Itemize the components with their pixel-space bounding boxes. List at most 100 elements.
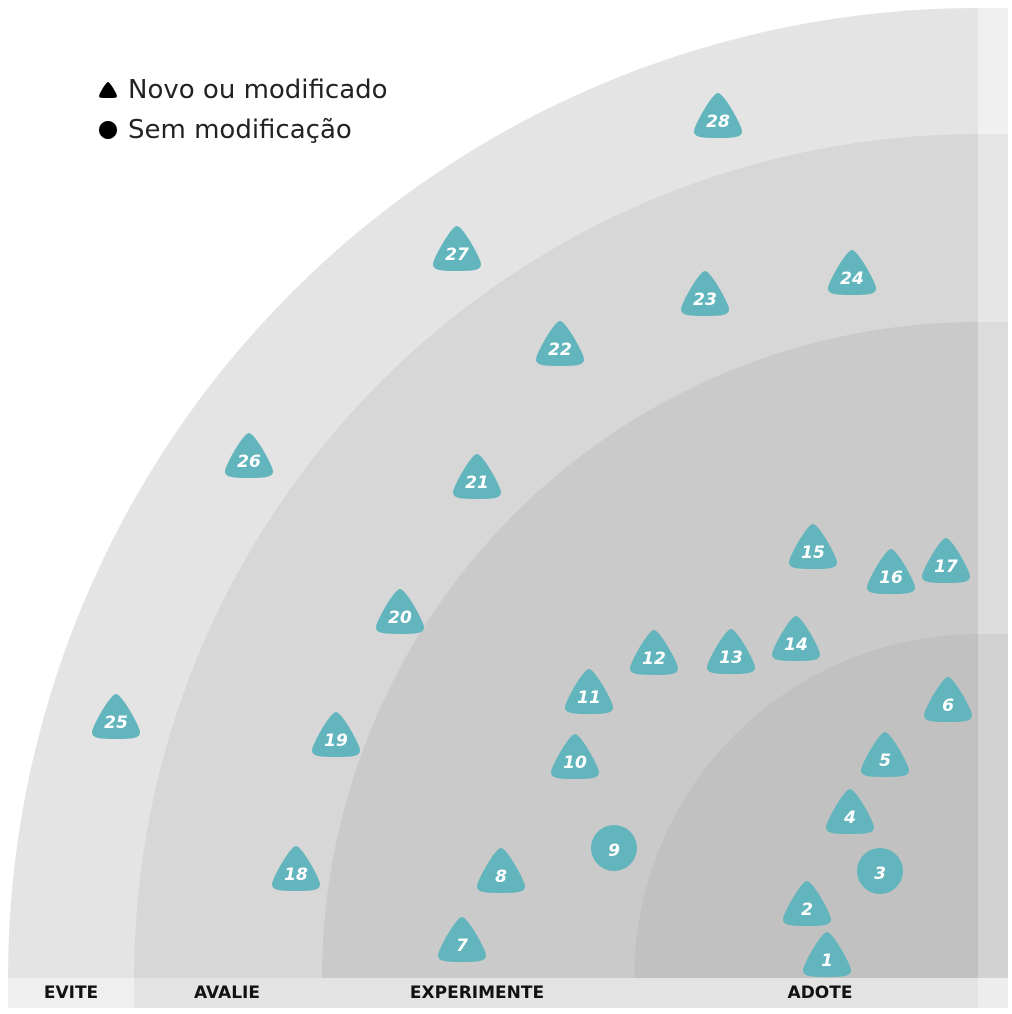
blip-triangle-shape xyxy=(828,250,876,295)
blip-number: 16 xyxy=(879,568,903,588)
blip-number: 7 xyxy=(456,936,468,956)
blip-15[interactable]: 15 xyxy=(789,524,837,569)
blip-27[interactable]: 27 xyxy=(433,226,481,271)
blip-number: 22 xyxy=(548,340,572,360)
blip-number: 25 xyxy=(104,713,128,733)
legend-item-unchanged: Sem modificação xyxy=(97,110,388,150)
blip-triangle-shape xyxy=(789,524,837,569)
blip-triangle-shape xyxy=(92,694,140,739)
ring-label-adote: ADOTE xyxy=(788,983,853,1003)
blip-triangle-shape xyxy=(922,538,970,583)
blip-number: 13 xyxy=(719,648,743,668)
blip-triangle-shape xyxy=(826,789,874,834)
blip-triangle-shape xyxy=(225,433,273,478)
blip-triangle-shape xyxy=(783,881,831,926)
blip-number: 21 xyxy=(465,473,489,493)
blip-triangle-shape xyxy=(681,271,729,316)
blip-16[interactable]: 16 xyxy=(867,549,915,594)
blip-triangle-shape xyxy=(312,712,360,757)
blip-12[interactable]: 12 xyxy=(630,630,678,675)
blip-5[interactable]: 5 xyxy=(861,732,909,777)
blip-number: 12 xyxy=(642,649,666,669)
blip-18[interactable]: 18 xyxy=(272,846,320,891)
blip-number: 2 xyxy=(801,900,813,920)
blip-number: 28 xyxy=(706,112,730,132)
blip-number: 18 xyxy=(284,865,308,885)
ring-label-bg-evite xyxy=(8,978,134,1008)
blip-8[interactable]: 8 xyxy=(477,848,525,893)
ring-adote xyxy=(634,634,978,978)
blip-triangle-shape xyxy=(453,454,501,499)
blip-circle-shape xyxy=(857,848,903,894)
blip-25[interactable]: 25 xyxy=(92,694,140,739)
blip-number: 3 xyxy=(874,864,886,884)
blip-number: 23 xyxy=(693,290,717,310)
blip-6[interactable]: 6 xyxy=(924,677,972,722)
legend-unchanged-label: Sem modificação xyxy=(128,115,352,145)
blip-9[interactable]: 9 xyxy=(591,825,637,871)
blip-number: 4 xyxy=(843,808,856,828)
legend: Novo ou modificado Sem modificação xyxy=(97,70,388,150)
blip-4[interactable]: 4 xyxy=(826,789,874,834)
blip-number: 27 xyxy=(445,245,469,265)
blip-1[interactable]: 1 xyxy=(803,932,851,977)
legend-item-new: Novo ou modificado xyxy=(97,70,388,110)
blip-number: 9 xyxy=(608,841,620,861)
blip-3[interactable]: 3 xyxy=(857,848,903,894)
ring-label-bg-adote xyxy=(634,978,978,1008)
blip-triangle-shape xyxy=(551,734,599,779)
blip-26[interactable]: 26 xyxy=(225,433,273,478)
edge-band-evite xyxy=(978,8,1008,134)
blip-triangle-shape xyxy=(861,732,909,777)
ring-label-experimente: EXPERIMENTE xyxy=(410,983,544,1003)
blip-triangle-shape xyxy=(433,226,481,271)
blip-number: 17 xyxy=(934,557,958,577)
blip-triangle-shape xyxy=(477,848,525,893)
blip-14[interactable]: 14 xyxy=(772,616,820,661)
blip-triangle-shape xyxy=(867,549,915,594)
ring-label-evite: EVITE xyxy=(44,983,98,1003)
blip-20[interactable]: 20 xyxy=(376,589,424,634)
blip-number: 10 xyxy=(563,753,587,773)
blip-21[interactable]: 21 xyxy=(453,454,501,499)
blip-24[interactable]: 24 xyxy=(828,250,876,295)
blip-number: 24 xyxy=(840,269,864,289)
blip-triangle-shape xyxy=(376,589,424,634)
blip-triangle-shape xyxy=(630,630,678,675)
blip-circle-shape xyxy=(591,825,637,871)
blip-triangle-shape xyxy=(694,93,742,138)
blip-23[interactable]: 23 xyxy=(681,271,729,316)
blip-10[interactable]: 10 xyxy=(551,734,599,779)
blip-28[interactable]: 28 xyxy=(694,93,742,138)
blip-number: 6 xyxy=(942,696,954,716)
blip-22[interactable]: 22 xyxy=(536,321,584,366)
circle-icon xyxy=(99,121,117,139)
blip-triangle-shape xyxy=(536,321,584,366)
blip-triangle-shape xyxy=(924,677,972,722)
blip-number: 8 xyxy=(495,867,507,887)
blip-19[interactable]: 19 xyxy=(312,712,360,757)
blip-number: 26 xyxy=(237,452,261,472)
blip-number: 15 xyxy=(801,543,825,563)
triangle-icon xyxy=(99,82,117,98)
blip-number: 14 xyxy=(784,635,808,655)
ring-label-bg-avalie xyxy=(134,978,322,1008)
ring-label-bg-experimente xyxy=(322,978,634,1008)
ring-label-avalie: AVALIE xyxy=(194,983,260,1003)
blip-number: 19 xyxy=(324,731,348,751)
blip-2[interactable]: 2 xyxy=(783,881,831,926)
blip-13[interactable]: 13 xyxy=(707,629,755,674)
legend-new-label: Novo ou modificado xyxy=(128,75,388,105)
edge-band-adote xyxy=(978,634,1008,978)
blip-7[interactable]: 7 xyxy=(438,917,486,962)
blip-triangle-shape xyxy=(565,669,613,714)
blip-number: 11 xyxy=(577,688,601,708)
blip-number: 1 xyxy=(821,951,833,971)
blip-number: 5 xyxy=(879,751,891,771)
blip-triangle-shape xyxy=(772,616,820,661)
blip-17[interactable]: 17 xyxy=(922,538,970,583)
blip-number: 20 xyxy=(388,608,412,628)
blip-11[interactable]: 11 xyxy=(565,669,613,714)
